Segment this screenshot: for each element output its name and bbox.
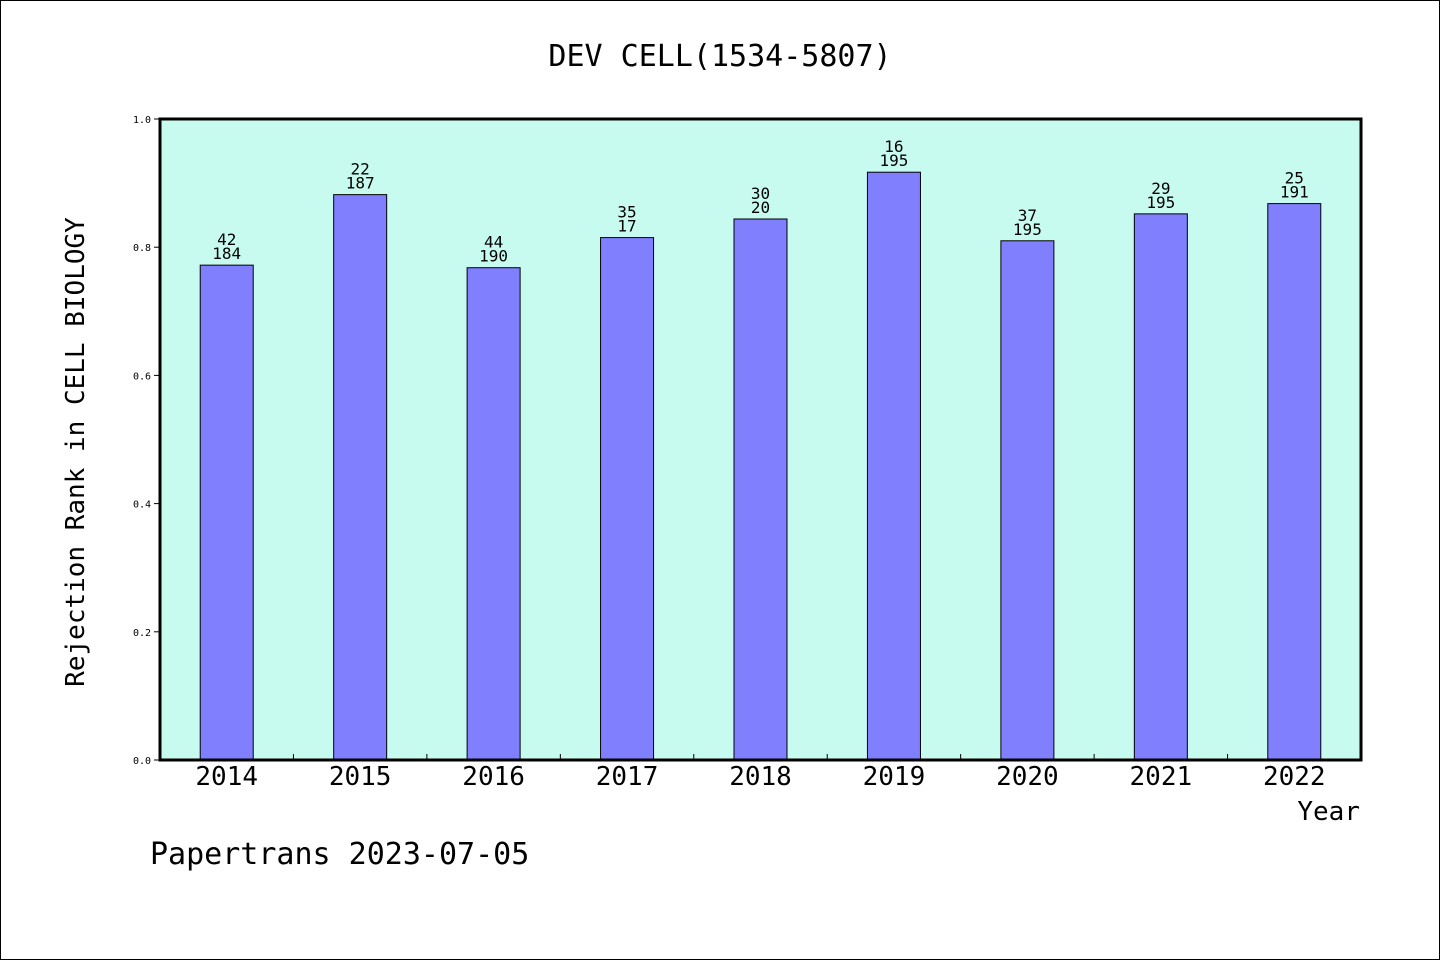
data-label-top-2017: 35 [617, 203, 636, 222]
bar-2019 [866, 171, 921, 761]
x-tick-label-2021: 2021 [1130, 762, 1193, 792]
x-axis-label: Year [1297, 797, 1360, 827]
data-label-top-2018: 30 [751, 184, 770, 203]
bar-2017 [600, 237, 655, 761]
data-label-bottom-2015: 187 [346, 174, 375, 193]
plot-border [158, 117, 1363, 762]
x-tick-label-2017: 2017 [596, 762, 659, 792]
data-label-top-2014: 42 [217, 230, 236, 249]
bar-2014 [199, 264, 254, 761]
y-tick-label: 0.2 [133, 628, 151, 639]
data-label-bottom-2018: 20 [751, 198, 770, 217]
bar-2020 [1000, 240, 1055, 761]
x-ticks-group: 2014 2015 2016 2017 2018 2019 2020 2021 2022 [195, 754, 1326, 792]
data-label-top-2020: 37 [1018, 206, 1037, 225]
bar-2015 [333, 194, 388, 761]
x-tick-label-2014: 2014 [195, 762, 258, 792]
footer-text: Papertrans 2023-07-05 [150, 837, 529, 872]
data-label-bottom-2016: 190 [479, 247, 508, 266]
data-label-top-2022: 25 [1285, 169, 1304, 188]
data-label-bottom-2019: 195 [879, 151, 908, 170]
y-ticks-group: 0.0 0.2 0.4 0.6 0.8 1.0 [133, 115, 160, 767]
y-tick-label: 0.8 [133, 243, 151, 254]
data-label-bottom-2020: 195 [1013, 220, 1042, 239]
y-tick-label: 1.0 [133, 115, 151, 126]
data-label-bottom-2021: 195 [1146, 193, 1175, 212]
data-labels-group: 4218422187441903517302016195371952919525… [212, 137, 1308, 266]
x-tick-label-2022: 2022 [1263, 762, 1326, 792]
data-label-top-2021: 29 [1151, 179, 1170, 198]
y-tick-label: 0.6 [133, 371, 151, 382]
bar-2021 [1133, 213, 1188, 761]
data-label-bottom-2014: 184 [212, 244, 241, 263]
bar-2016 [466, 267, 521, 761]
x-tick-label-2019: 2019 [863, 762, 926, 792]
x-tick-label-2015: 2015 [329, 762, 392, 792]
data-label-bottom-2022: 191 [1280, 183, 1309, 202]
y-tick-label: 0.0 [133, 756, 151, 767]
data-label-top-2015: 22 [351, 160, 370, 179]
x-tick-label-2016: 2016 [462, 762, 525, 792]
bars-group [199, 171, 1322, 761]
data-label-bottom-2017: 17 [617, 217, 636, 236]
x-tick-label-2018: 2018 [729, 762, 792, 792]
chart-title: DEV CELL(1534-5807) [548, 39, 891, 74]
y-axis-label: Rejection Rank in CELL BIOLOGY [61, 217, 91, 687]
bar-2018 [733, 218, 788, 761]
data-label-top-2019: 16 [884, 137, 903, 156]
bar-2022 [1267, 203, 1322, 761]
y-tick-label: 0.4 [133, 500, 151, 511]
x-tick-label-2020: 2020 [996, 762, 1059, 792]
data-label-top-2016: 44 [484, 233, 503, 252]
